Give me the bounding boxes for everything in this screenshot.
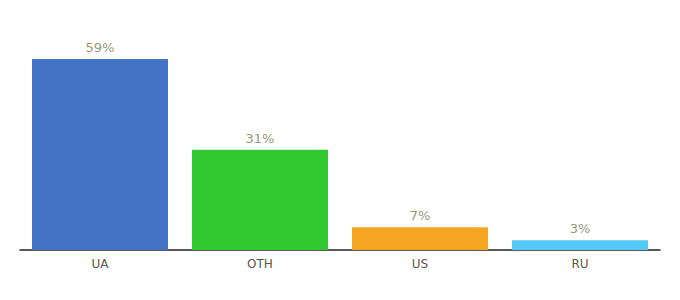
svg-text:RU: RU (571, 257, 588, 271)
svg-text:UA: UA (92, 257, 110, 271)
svg-text:59%: 59% (86, 40, 115, 55)
svg-text:OTH: OTH (247, 257, 273, 271)
svg-text:7%: 7% (410, 208, 431, 223)
svg-text:US: US (412, 257, 428, 271)
svg-text:3%: 3% (570, 221, 591, 236)
svg-text:31%: 31% (246, 131, 275, 146)
